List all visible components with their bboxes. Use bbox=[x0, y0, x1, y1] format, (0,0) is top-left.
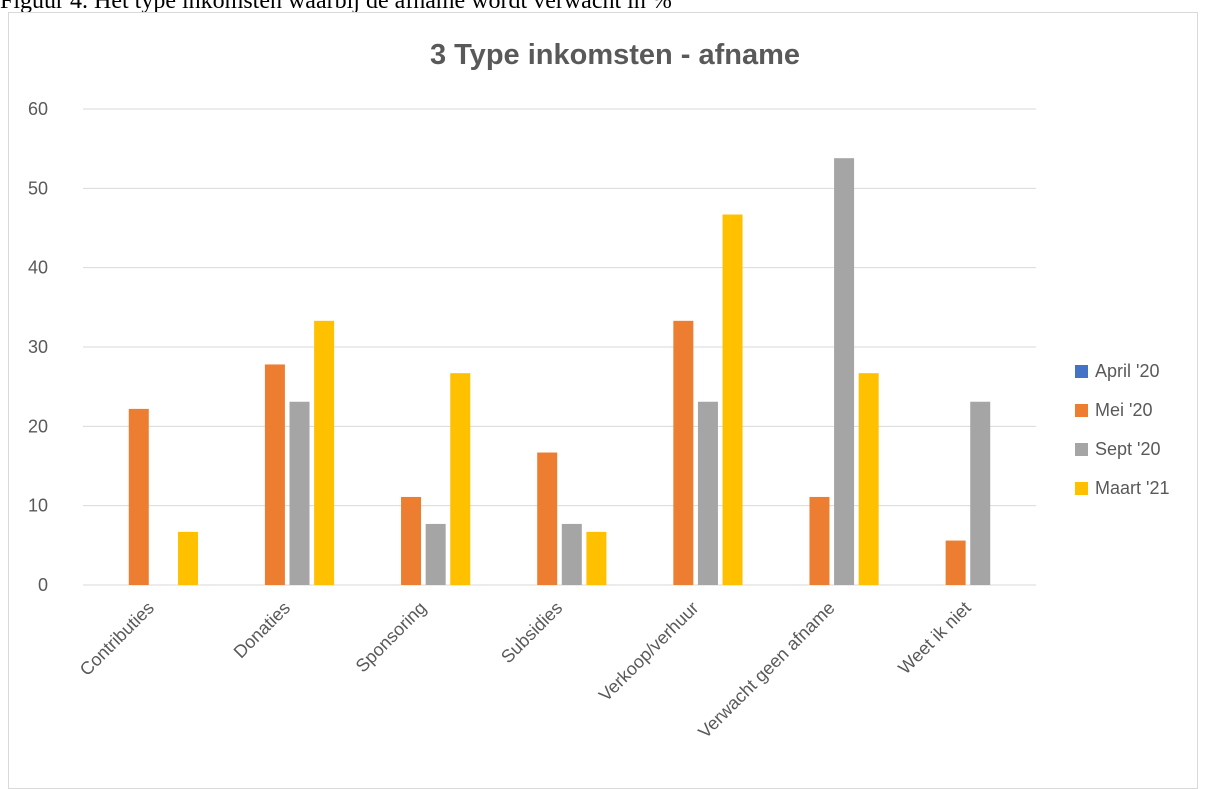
legend-swatch bbox=[1075, 365, 1088, 378]
bar bbox=[264, 364, 285, 585]
bar bbox=[128, 408, 149, 585]
bar bbox=[673, 320, 694, 585]
bars bbox=[128, 158, 991, 586]
bar bbox=[697, 401, 718, 585]
x-tick-label: Weet ik niet bbox=[894, 598, 974, 678]
bar bbox=[858, 373, 879, 585]
chart-area bbox=[8, 12, 1198, 789]
figure-caption: Figuur 4. Het type inkomsten waarbij de … bbox=[0, 0, 672, 14]
y-tick-label: 20 bbox=[28, 416, 48, 436]
legend: April '20 Mei '20 Sept '20 Maart '21 bbox=[1075, 361, 1169, 498]
bar bbox=[970, 401, 991, 585]
y-tick-label: 0 bbox=[38, 575, 48, 595]
x-tick-label: Contributies bbox=[76, 598, 158, 680]
bar bbox=[401, 496, 422, 585]
bar bbox=[945, 540, 966, 585]
bar bbox=[177, 531, 198, 585]
bar bbox=[450, 373, 471, 585]
chart-title: 3 Type inkomsten - afname bbox=[430, 39, 800, 71]
legend-label: Sept '20 bbox=[1095, 439, 1161, 459]
bar bbox=[561, 523, 582, 585]
bar bbox=[809, 496, 830, 585]
x-tick-label: Subsidies bbox=[497, 598, 566, 667]
legend-label: Mei '20 bbox=[1095, 400, 1152, 420]
bar bbox=[834, 158, 855, 586]
y-tick-label: 40 bbox=[28, 258, 48, 278]
legend-label: April '20 bbox=[1095, 361, 1159, 381]
x-axis-labels: Contributies Donaties Sponsoring Subsidies V… bbox=[76, 598, 975, 742]
x-tick-label: Sponsoring bbox=[352, 598, 431, 677]
bar bbox=[586, 531, 607, 585]
y-axis-ticks: 0 10 20 30 40 50 60 bbox=[28, 99, 48, 595]
bar bbox=[425, 523, 446, 585]
gridlines bbox=[83, 108, 1036, 586]
x-tick-label: Donaties bbox=[230, 598, 294, 662]
y-tick-label: 50 bbox=[28, 178, 48, 198]
bar bbox=[289, 401, 310, 585]
y-tick-label: 10 bbox=[28, 496, 48, 516]
y-tick-label: 60 bbox=[28, 99, 48, 119]
legend-swatch bbox=[1075, 482, 1088, 495]
legend-label: Maart '21 bbox=[1095, 478, 1169, 498]
y-tick-label: 30 bbox=[28, 337, 48, 357]
x-tick-label: Verkoop/verhuur bbox=[595, 598, 703, 706]
bar bbox=[314, 320, 335, 585]
bar bbox=[722, 214, 743, 585]
x-tick-label: Verwacht geen afname bbox=[694, 598, 838, 742]
legend-swatch bbox=[1075, 443, 1088, 456]
bar bbox=[537, 452, 558, 585]
legend-swatch bbox=[1075, 404, 1088, 417]
